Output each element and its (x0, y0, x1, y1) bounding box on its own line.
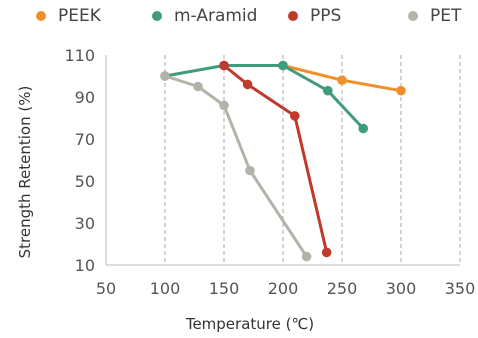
series-line-pps (222, 64, 329, 254)
data-point-pet (193, 81, 203, 92)
data-point-peek (337, 75, 347, 85)
y-tick-label: 50 (75, 172, 95, 191)
x-tick-label: 300 (386, 279, 417, 298)
legend-dot-pps (288, 11, 298, 21)
legend-label-pet: PET (430, 6, 462, 26)
series-line-pet (163, 74, 309, 259)
grid (164, 55, 461, 265)
data-point-pps (219, 60, 229, 71)
data-point-m-aramid (323, 85, 333, 96)
x-axis-title: Temperature (℃) (185, 315, 314, 333)
data-point-pps (290, 111, 300, 121)
data-point-m-aramid (358, 123, 369, 134)
y-tick-labels: 10 30 50 70 90 110 (64, 46, 95, 275)
data-point-pet (301, 251, 312, 262)
x-tick-label: 200 (268, 279, 299, 298)
data-point-peek (396, 85, 406, 96)
y-tick-label: 10 (75, 256, 95, 275)
x-tick-label: 150 (209, 279, 240, 298)
y-tick-label: 90 (75, 88, 95, 107)
legend-label-peek: PEEK (58, 6, 101, 26)
legend-label-m-aramid: m-Aramid (174, 6, 258, 26)
data-point-pet (219, 100, 229, 111)
data-point-pps (321, 247, 332, 258)
legend-dot-m-aramid (152, 11, 162, 21)
data-point-pet (245, 165, 255, 176)
x-tick-labels: 50 100 150 200 250 300 350 (96, 279, 475, 298)
y-tick-label: 70 (75, 130, 95, 149)
legend-item-pet: PET (408, 6, 461, 26)
data-point-pet (160, 71, 170, 81)
y-axis-title: Strength Retention (%) (16, 86, 34, 259)
y-tick-label: 110 (64, 46, 95, 65)
series (160, 60, 406, 262)
data-point-m-aramid (278, 60, 288, 71)
x-tick-label: 250 (327, 279, 358, 298)
x-tick-label: 100 (150, 279, 181, 298)
legend: PEEK m-Aramid PPS PET (0, 6, 478, 30)
y-tick-label: 30 (75, 214, 95, 233)
legend-item-pps: PPS (288, 6, 341, 26)
legend-item-peek: PEEK (36, 6, 101, 26)
x-tick-label: 50 (96, 279, 116, 298)
data-point-pps (242, 79, 253, 90)
x-tick-label: 350 (445, 279, 476, 298)
legend-dot-peek (36, 11, 46, 21)
legend-item-m-aramid: m-Aramid (152, 6, 257, 26)
legend-label-pps: PPS (310, 6, 342, 26)
legend-dot-pet (408, 11, 418, 21)
